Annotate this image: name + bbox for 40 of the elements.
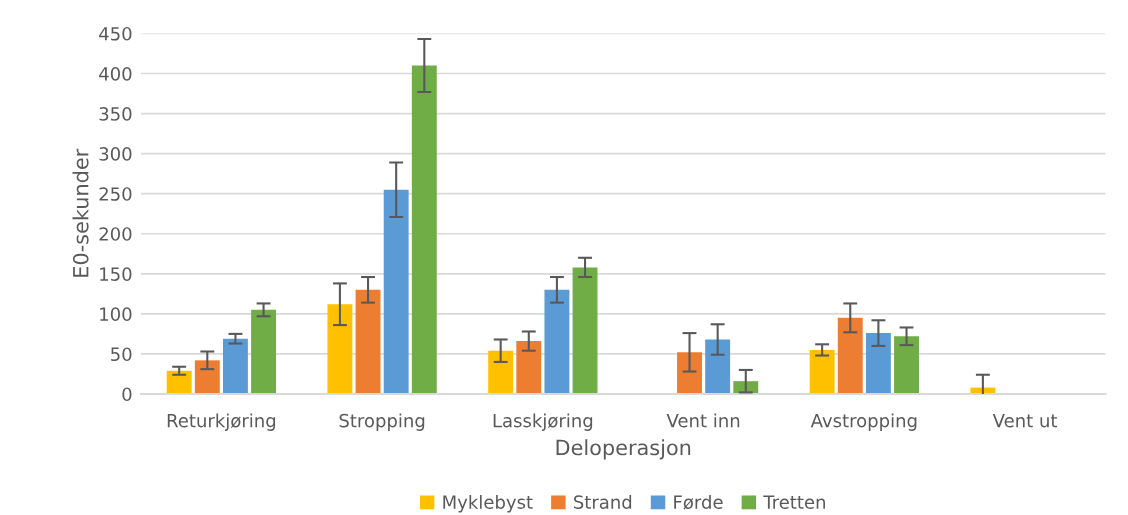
- x-tick-label: Lasskjøring: [493, 413, 593, 431]
- x-tick-label: Vent inn: [666, 413, 740, 428]
- legend-label: Førde: [674, 494, 723, 510]
- y-axis-title: E0-sekunder: [72, 148, 89, 277]
- bar: [677, 352, 702, 394]
- bar: [516, 341, 542, 394]
- bar: [572, 267, 598, 394]
- bar: [705, 339, 731, 394]
- bar: [251, 309, 277, 394]
- x-tick-label: Avstropping: [810, 413, 917, 431]
- bar: [355, 289, 381, 394]
- bar: [222, 338, 248, 394]
- legend-label: Tretten: [763, 495, 825, 509]
- y-tick-label: 50: [111, 347, 132, 362]
- bar: [544, 289, 570, 394]
- bar: [837, 317, 863, 394]
- y-tick-label: 350: [99, 107, 132, 121]
- bar: [166, 370, 192, 394]
- bar: [865, 333, 891, 394]
- y-tick-label: 250: [99, 187, 132, 201]
- x-tick-label: Vent ut: [992, 413, 1058, 428]
- y-tick-label: 150: [100, 267, 132, 281]
- bar: [488, 350, 514, 394]
- bar: [327, 304, 353, 394]
- legend-label: Myklebyst: [443, 494, 533, 513]
- x-axis-title: Deloperasjon: [556, 439, 691, 460]
- x-tick-label: Stropping: [339, 413, 425, 431]
- y-tick-label: 100: [100, 307, 132, 321]
- x-tick-label: Returkjøring: [167, 413, 276, 431]
- bar: [383, 189, 409, 394]
- y-tick-label: 0: [122, 387, 132, 402]
- bar: [809, 349, 835, 394]
- bar: [194, 360, 220, 394]
- y-tick-label: 300: [99, 147, 132, 161]
- bar: [894, 336, 919, 394]
- bar: [411, 65, 437, 394]
- y-tick-label: 200: [99, 227, 132, 241]
- legend-label: Strand: [574, 494, 632, 509]
- y-tick-label: 450: [99, 26, 132, 41]
- y-tick-label: 400: [99, 66, 132, 81]
